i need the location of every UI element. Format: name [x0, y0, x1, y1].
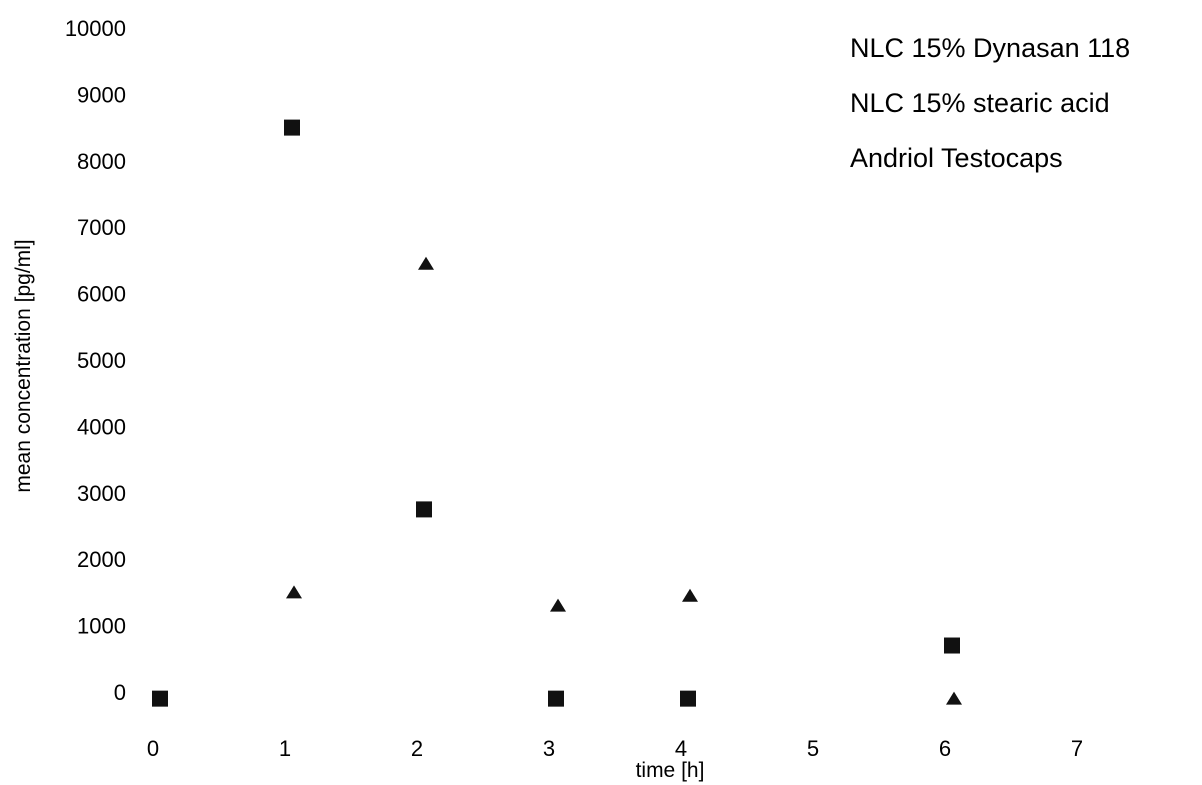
y-tick-label: 3000 [77, 481, 126, 506]
y-axis-ticks: 0 1000 2000 3000 4000 5000 6000 7000 8000 9000 100… [65, 16, 126, 705]
legend-entry-stearic-acid: NLC 15% stearic acid [850, 88, 1110, 118]
legend-entry-dynasan: NLC 15% Dynasan 118 [850, 33, 1130, 63]
y-axis-label: mean concentration [pg/ml] [12, 239, 35, 492]
square-marker [944, 637, 960, 654]
x-tick-label: 7 [1071, 736, 1083, 761]
y-tick-label: 9000 [77, 82, 126, 107]
legend-entry-andriol: Andriol Testocaps [850, 143, 1063, 173]
triangle-marker [418, 256, 434, 270]
y-tick-label: 4000 [77, 414, 126, 439]
y-tick-label: 1000 [77, 614, 126, 639]
x-tick-label: 1 [279, 736, 291, 761]
x-tick-label: 2 [411, 736, 423, 761]
y-tick-label: 6000 [77, 282, 126, 307]
x-tick-label: 6 [939, 736, 951, 761]
y-tick-label: 10000 [65, 16, 126, 41]
square-marker [416, 501, 432, 518]
y-tick-label: 0 [114, 680, 126, 705]
y-tick-label: 8000 [77, 149, 126, 174]
triangle-marker [550, 598, 566, 612]
square-marker [548, 690, 564, 707]
y-tick-label: 5000 [77, 348, 126, 373]
square-marker [152, 690, 168, 707]
data-points [152, 119, 962, 707]
square-marker [284, 119, 300, 136]
x-tick-label: 0 [147, 736, 159, 761]
legend: NLC 15% Dynasan 118 NLC 15% stearic acid… [850, 33, 1130, 173]
x-axis-label: time [h] [636, 759, 705, 782]
x-axis-ticks: 0 1 2 3 4 5 6 7 [147, 736, 1083, 761]
square-marker [680, 690, 696, 707]
x-tick-label: 3 [543, 736, 555, 761]
triangle-marker [946, 691, 962, 705]
triangle-marker [682, 588, 698, 602]
y-tick-label: 7000 [77, 215, 126, 240]
y-tick-label: 2000 [77, 547, 126, 572]
triangle-marker [286, 585, 302, 599]
x-tick-label: 4 [675, 736, 687, 761]
x-tick-label: 5 [807, 736, 819, 761]
